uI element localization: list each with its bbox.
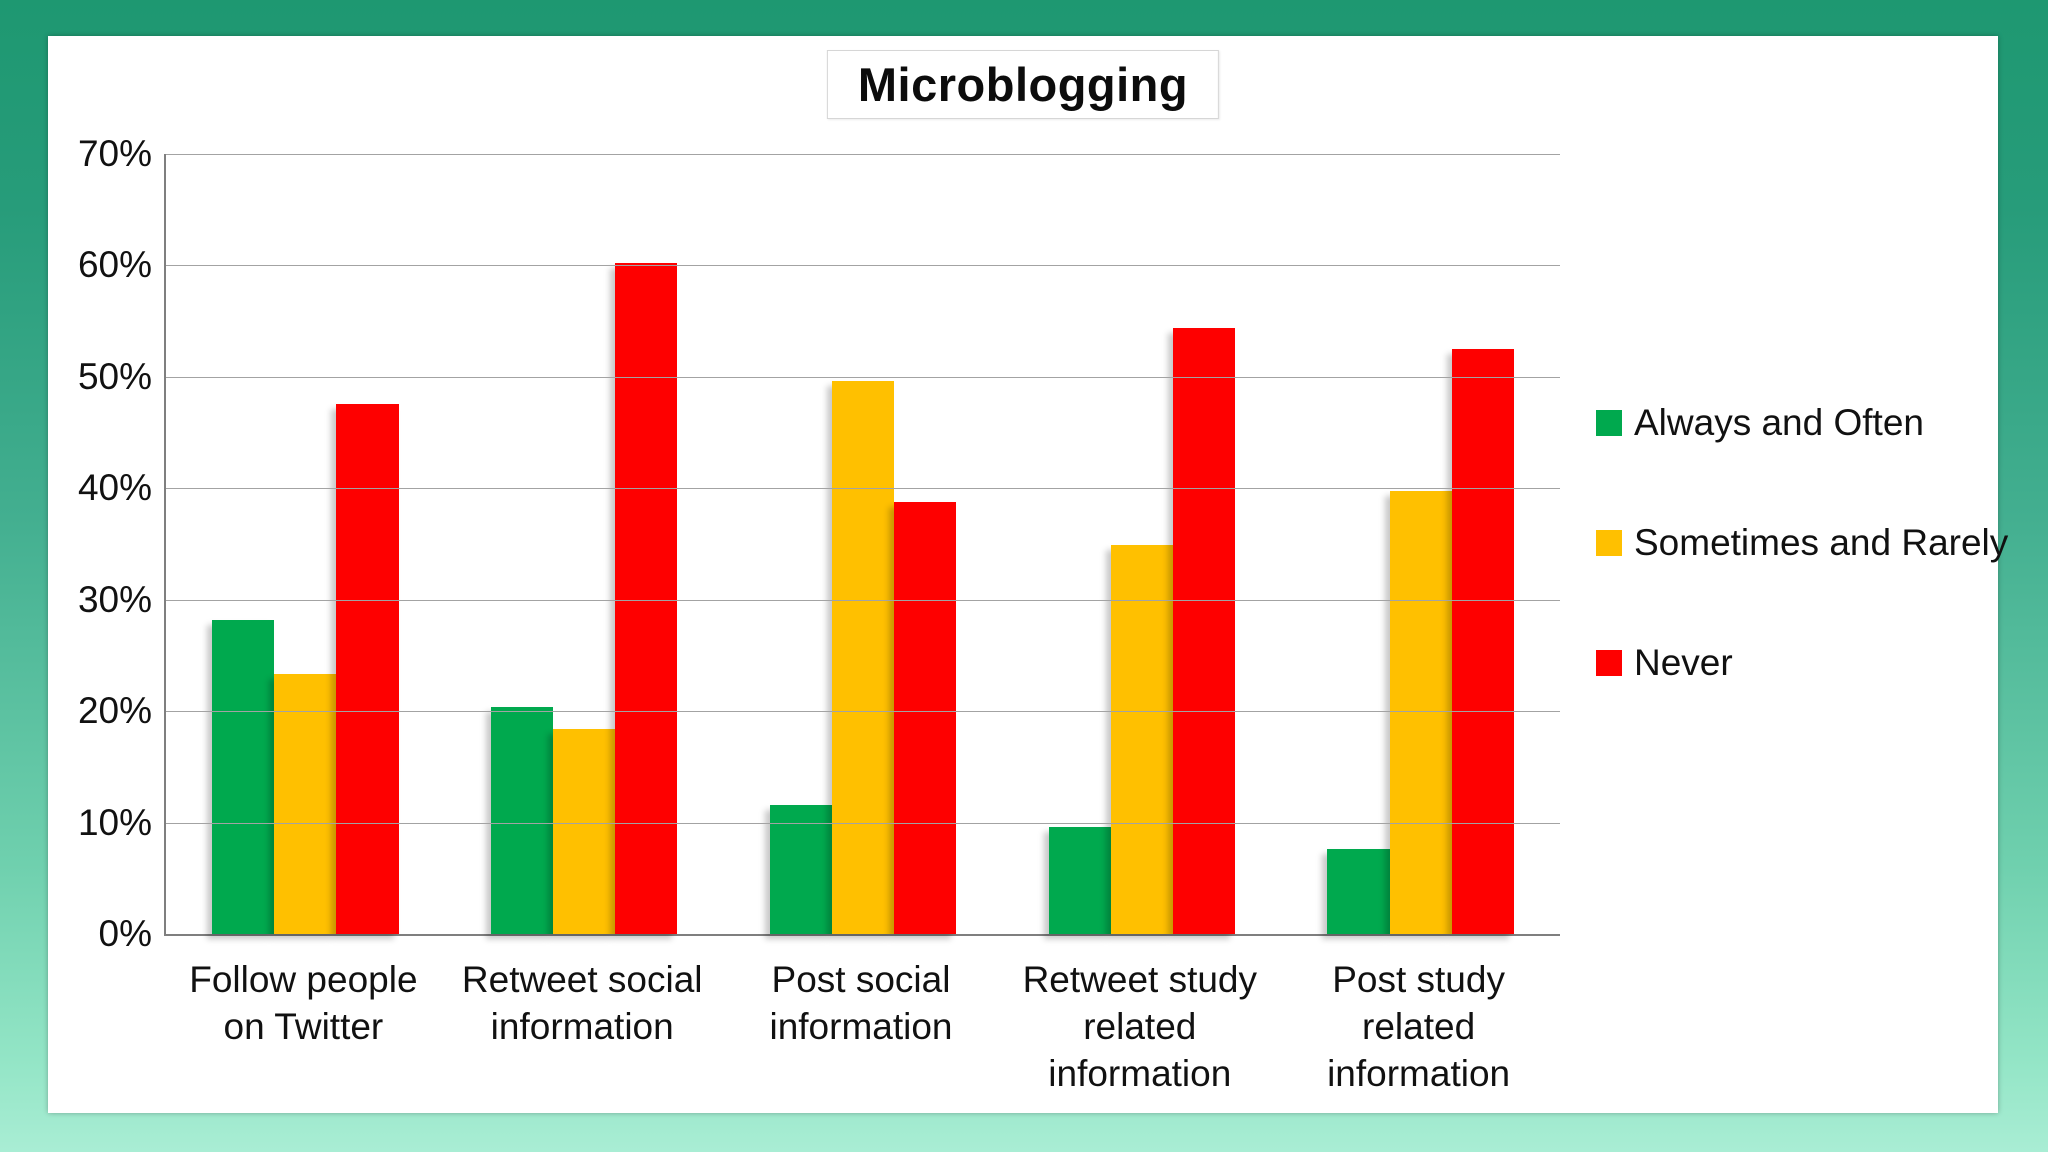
bar-groups xyxy=(166,154,1560,934)
gridline xyxy=(166,488,1560,490)
gridline xyxy=(166,822,1560,824)
legend-item: Sometimes and Rarely xyxy=(1596,522,2008,564)
category-label: Follow people on Twitter xyxy=(189,959,418,1047)
x-axis-labels: Follow people on Twitter Retweet social i… xyxy=(164,956,1558,1097)
bar-never xyxy=(336,403,399,934)
bar-sometimes-and-rarely xyxy=(831,381,895,934)
legend-label: Always and Often xyxy=(1634,402,1924,443)
legend-item: Never xyxy=(1596,642,2008,684)
bar-never xyxy=(894,501,957,934)
plot-area: 70% 60% 50% 40% 30% 20% 10% 0% xyxy=(78,133,1560,954)
gridline xyxy=(166,265,1560,267)
bar-never xyxy=(1451,349,1514,934)
y-tick-label: 20% xyxy=(77,690,152,732)
bar-group xyxy=(1281,154,1560,934)
y-tick-label: 70% xyxy=(77,133,152,174)
y-tick-label: 40% xyxy=(77,467,152,509)
legend-item: Always and Often xyxy=(1596,402,2008,444)
chart-title: Microblogging xyxy=(857,58,1189,111)
bar-sometimes-and-rarely xyxy=(553,728,616,934)
chart-title-box: Microblogging xyxy=(826,50,1220,119)
bar-always-and-often xyxy=(769,804,832,934)
legend: Always and Often Sometimes and Rarely Neve… xyxy=(1596,402,2008,684)
bar-never xyxy=(1172,327,1236,934)
gridline xyxy=(166,599,1560,601)
bar-group xyxy=(445,154,724,934)
bar-sometimes-and-rarely xyxy=(274,674,337,934)
category-label: Retweet study related information xyxy=(1022,959,1258,1094)
y-tick-label: 30% xyxy=(77,578,152,620)
bar-always-and-often xyxy=(490,706,554,934)
legend-label: Sometimes and Rarely xyxy=(1634,522,2009,563)
gridline xyxy=(166,154,1560,155)
legend-swatch-icon xyxy=(1596,410,1622,436)
category-label: Post study related information xyxy=(1327,959,1511,1094)
gridline xyxy=(166,711,1560,713)
y-tick-label: 10% xyxy=(77,801,152,843)
bar-group xyxy=(724,154,1003,934)
y-tick-label: 60% xyxy=(77,244,152,286)
legend-label: Never xyxy=(1634,642,1733,683)
y-tick-label: 0% xyxy=(98,913,152,954)
bar-always-and-often xyxy=(212,619,275,934)
bar-never xyxy=(615,263,678,934)
bar-always-and-often xyxy=(1327,849,1390,934)
bar-group xyxy=(1002,154,1281,934)
bar-always-and-often xyxy=(1048,827,1111,934)
legend-swatch-icon xyxy=(1596,530,1622,556)
bar-group xyxy=(166,154,445,934)
chart-panel: Microblogging 70% 60% 50% 40% 30% 20% 10% 0% Fo… xyxy=(48,36,2008,1113)
legend-swatch-icon xyxy=(1596,650,1622,676)
y-tick-label: 50% xyxy=(77,355,152,397)
category-label: Retweet social information xyxy=(461,959,703,1047)
bar-sometimes-and-rarely xyxy=(1110,545,1173,934)
bar-sometimes-and-rarely xyxy=(1389,490,1452,934)
gridline xyxy=(166,376,1560,378)
category-label: Post social information xyxy=(769,959,953,1047)
